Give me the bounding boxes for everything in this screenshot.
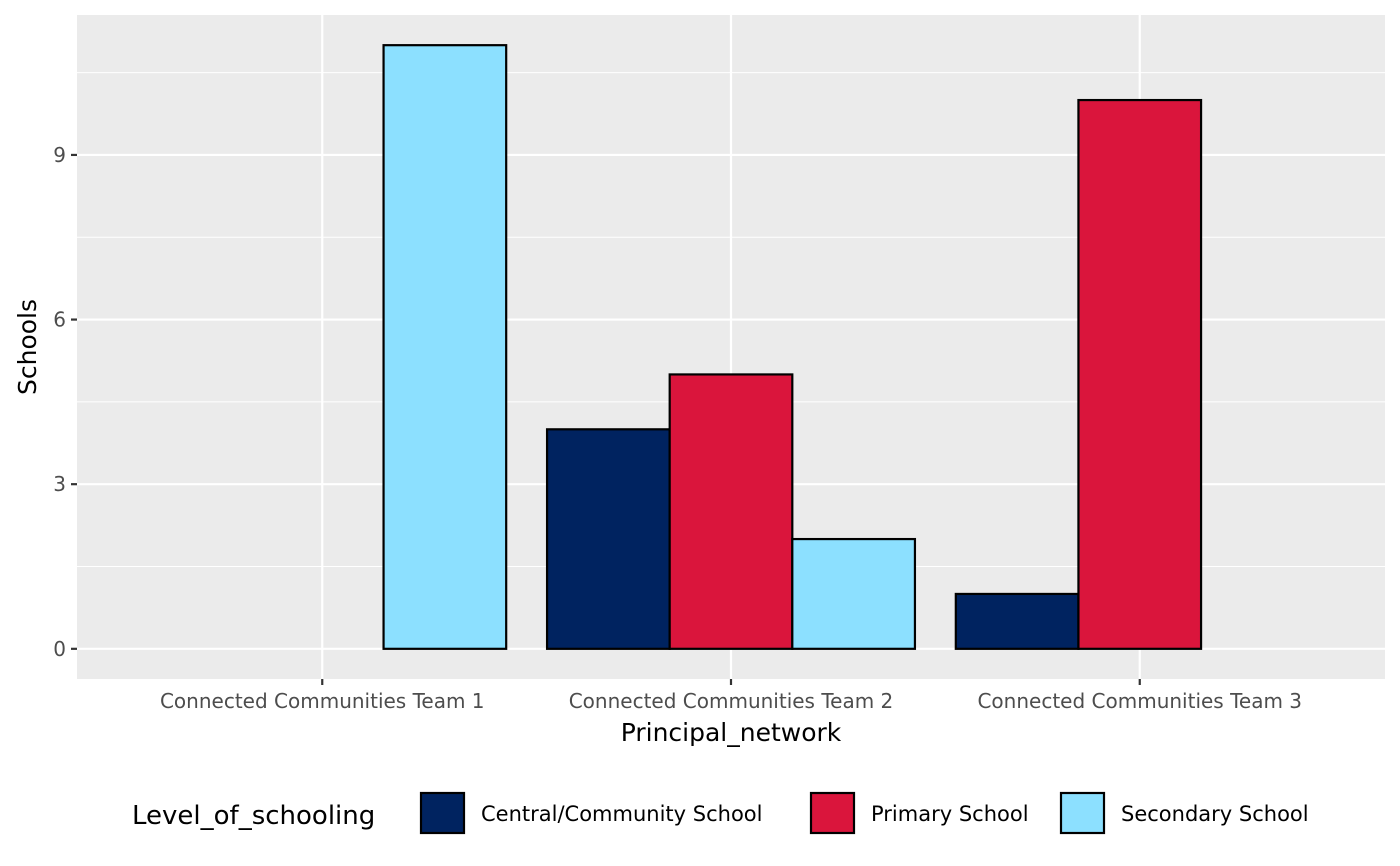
bar (791, 537, 917, 650)
y-tick-label: 3 (53, 472, 66, 496)
x-axis-title: Principal_network (621, 718, 842, 747)
legend-key (1059, 791, 1106, 835)
x-tick-label: Connected Communities Team 3 (977, 689, 1302, 713)
legend-key (419, 791, 466, 835)
legend-label: Secondary School (1121, 802, 1309, 826)
bar (382, 44, 508, 650)
bars (382, 44, 1203, 650)
y-axis-title: Schools (13, 299, 42, 395)
y-tick-label: 0 (53, 637, 66, 661)
legend-key (809, 791, 856, 835)
bar (954, 592, 1080, 650)
legend-label: Central/Community School (481, 802, 762, 826)
legend-title: Level_of_schooling (132, 801, 375, 831)
y-tick-label: 6 (53, 308, 66, 332)
bar (668, 373, 794, 650)
y-axis: 0 3 6 9 (53, 143, 77, 661)
bar (545, 428, 671, 650)
x-tick-label: Connected Communities Team 2 (569, 689, 894, 713)
bar (1077, 98, 1203, 650)
legend: Level_of_schooling Central/Community Sch… (132, 791, 1309, 835)
y-tick-label: 9 (53, 143, 66, 167)
legend-label: Primary School (871, 802, 1029, 826)
x-axis: Connected Communities Team 1 Connected Co… (160, 679, 1302, 713)
x-tick-label: Connected Communities Team 1 (160, 689, 485, 713)
